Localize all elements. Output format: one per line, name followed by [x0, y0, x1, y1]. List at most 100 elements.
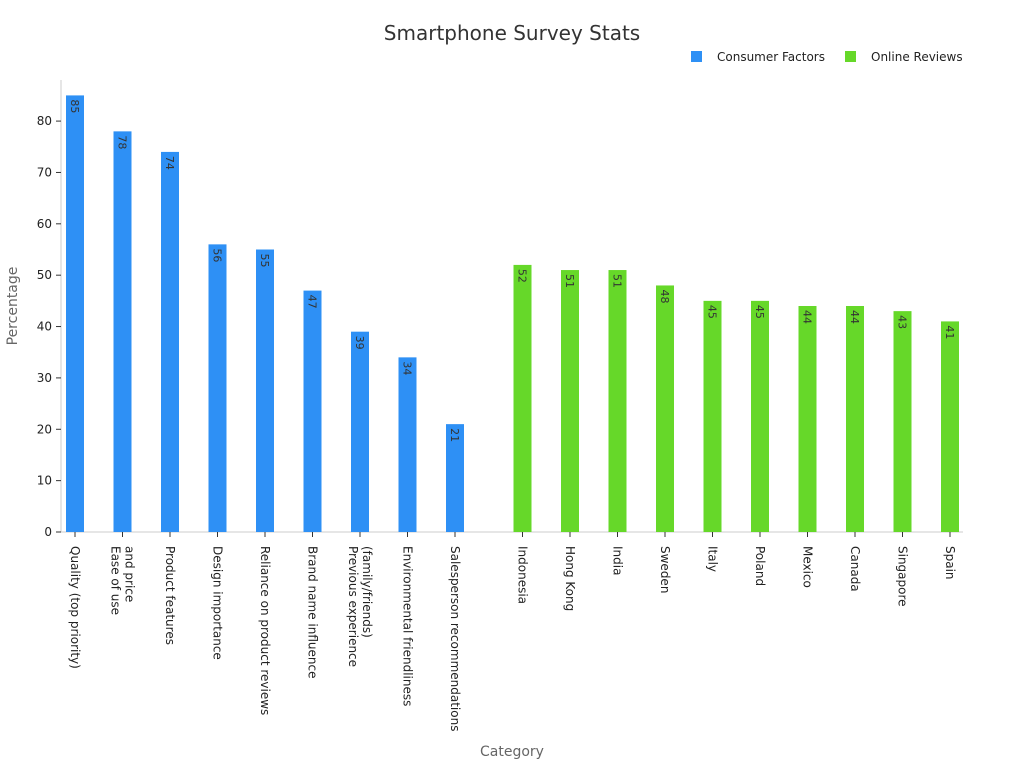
category-label: Previous experience(family/friends) [346, 546, 374, 667]
y-tick-label: 30 [37, 371, 52, 385]
x-axis [61, 531, 963, 537]
data-label: 56 [211, 248, 224, 262]
category-label: Mexico [801, 546, 815, 588]
data-label: 44 [848, 310, 861, 324]
data-label: 48 [658, 289, 671, 303]
bars [66, 95, 959, 532]
data-label: 21 [448, 428, 461, 442]
y-tick-label: 50 [37, 268, 52, 282]
data-label: 39 [353, 336, 366, 350]
legend-label: Online Reviews [871, 50, 963, 64]
bar [846, 306, 864, 532]
category-label-line: Singapore [896, 546, 910, 607]
category-label: Indonesia [516, 546, 530, 604]
y-axis-title: Percentage [5, 267, 21, 346]
category-label: Canada [848, 546, 862, 592]
y-tick-label: 80 [37, 114, 52, 128]
category-label-line: and price [123, 546, 137, 602]
bar [513, 264, 532, 532]
category-label: Singapore [896, 546, 910, 607]
category-label: Spain [943, 546, 957, 580]
bar [256, 249, 274, 532]
category-label-line: (family/friends) [360, 546, 374, 638]
category-label-line: Reliance on product reviews [258, 546, 272, 715]
bar [893, 311, 912, 532]
category-label-line: Quality (top priority) [68, 546, 82, 669]
category-label: Reliance on product reviews [258, 546, 272, 715]
category-label-line: India [611, 546, 625, 575]
data-label: 44 [801, 310, 814, 324]
category-label-line: Brand name influence [306, 546, 320, 678]
bar [446, 424, 464, 532]
category-label: Ease of useand price [109, 546, 137, 615]
legend: Consumer Factors Online Reviews [691, 50, 963, 64]
category-label: Poland [753, 546, 767, 586]
data-labels: 85 78 74 56 55 47 39 34 21 52 51 51 48 45 45 44 44 43 41 [68, 99, 956, 442]
data-label: 55 [258, 254, 271, 268]
category-label-line: Environmental friendliness [401, 546, 415, 706]
bar [351, 331, 369, 532]
data-label: 34 [401, 361, 414, 375]
data-label: 52 [516, 269, 529, 283]
data-label: 45 [706, 305, 719, 319]
category-label-line: Canada [848, 546, 862, 592]
data-label: 45 [753, 305, 766, 319]
bar [561, 270, 579, 532]
bar [751, 300, 769, 532]
legend-swatch [845, 51, 856, 62]
data-label: 74 [163, 156, 176, 170]
y-tick-label: 40 [37, 320, 52, 334]
bar [66, 95, 84, 532]
y-tick-label: 70 [37, 165, 52, 179]
bar [941, 321, 959, 532]
bar [703, 300, 722, 532]
chart-title: Smartphone Survey Stats [384, 21, 640, 45]
category-label-line: Product features [163, 546, 177, 645]
y-axis: 0 10 20 30 40 50 60 70 80 [37, 80, 62, 539]
category-label: India [611, 546, 625, 575]
y-tick-label: 20 [37, 422, 52, 436]
category-label: Brand name influence [306, 546, 320, 678]
category-label-line: Previous experience [346, 546, 360, 667]
category-label-line: Hong Kong [563, 546, 577, 611]
data-label: 51 [563, 274, 576, 288]
legend-swatch [691, 51, 702, 62]
legend-label: Consumer Factors [717, 50, 825, 64]
category-label: Salesperson recommendations [448, 546, 462, 731]
category-label: Design importance [211, 546, 225, 660]
category-label: Environmental friendliness [401, 546, 415, 706]
data-label: 51 [611, 274, 624, 288]
category-label-line: Ease of use [109, 546, 123, 615]
data-label: 85 [68, 99, 81, 113]
bar [208, 244, 227, 532]
data-label: 47 [306, 295, 319, 309]
category-label: Quality (top priority) [68, 546, 82, 669]
x-axis-title: Category [480, 744, 544, 760]
category-label-line: Italy [706, 546, 720, 572]
category-label: Hong Kong [563, 546, 577, 611]
bar [161, 151, 179, 532]
data-label: 43 [896, 315, 909, 329]
category-label-line: Spain [943, 546, 957, 580]
category-label-line: Mexico [801, 546, 815, 588]
data-label: 41 [943, 325, 956, 339]
category-label-line: Design importance [211, 546, 225, 660]
bar [798, 306, 817, 532]
y-tick-label: 10 [37, 474, 52, 488]
data-label: 78 [116, 135, 129, 149]
y-tick-label: 60 [37, 217, 52, 231]
bar [398, 357, 417, 532]
bar [656, 285, 674, 532]
category-label-line: Sweden [658, 546, 672, 593]
category-label-line: Poland [753, 546, 767, 586]
bar [608, 270, 627, 532]
bar [303, 290, 322, 532]
category-label-line: Indonesia [516, 546, 530, 604]
category-label-line: Salesperson recommendations [448, 546, 462, 731]
category-label: Sweden [658, 546, 672, 593]
category-label: Product features [163, 546, 177, 645]
category-labels: Quality (top priority) Ease of useand pri… [68, 546, 957, 731]
bar [113, 131, 132, 532]
